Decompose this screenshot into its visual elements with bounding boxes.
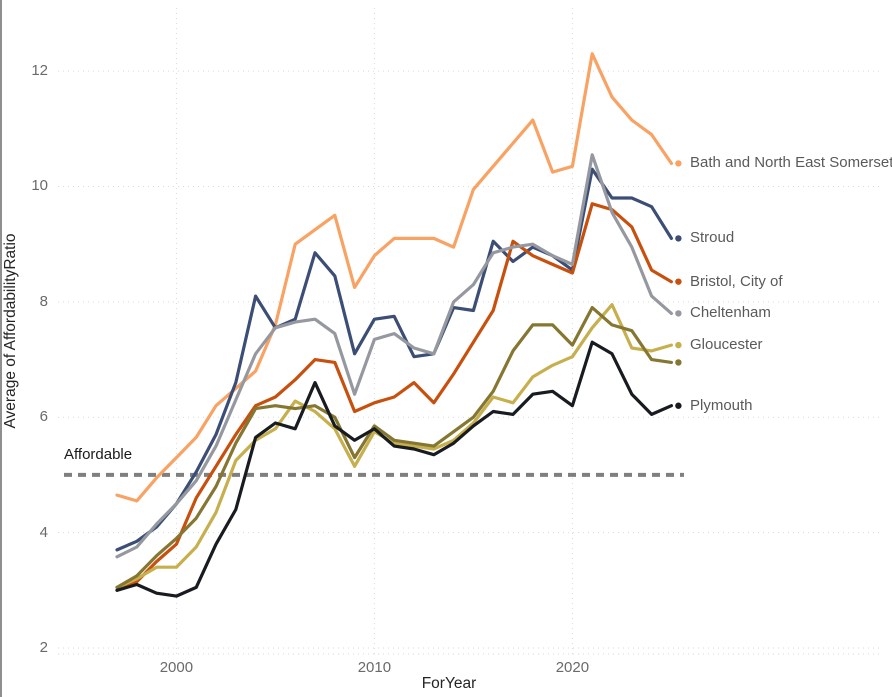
series-label-bath-and-north-east-somerset: Bath and North East Somerset [690,154,892,172]
series-label-stroud: Stroud [690,229,735,247]
series-end-marker [675,341,682,349]
reference-line-label: Affordable [64,445,133,463]
series-line-gloucester[interactable] [115,303,674,590]
series-line-bath-and-north-east-somerset[interactable] [115,52,674,503]
series-label-bristol-city-of: Bristol, City of [690,272,783,290]
y-axis-title: Average of AffordabilityRatio [2,233,19,429]
series-line-unlabeled[interactable] [115,306,674,590]
series-label-cheltenham: Cheltenham [690,304,771,322]
series-end-marker [675,359,682,366]
series-line-plymouth[interactable] [115,340,674,598]
x-axis-title: ForYear [421,675,477,692]
series-end-marker [675,160,682,167]
series-end-marker [675,310,682,317]
series-line-bristol-city-of[interactable] [115,202,674,592]
series-label-plymouth: Plymouth [690,396,753,414]
series-label-gloucester: Gloucester [690,336,763,354]
series-line-cheltenham[interactable] [115,153,674,559]
series-end-marker [675,235,682,242]
series-end-marker [675,278,682,285]
series-end-marker [675,402,682,409]
